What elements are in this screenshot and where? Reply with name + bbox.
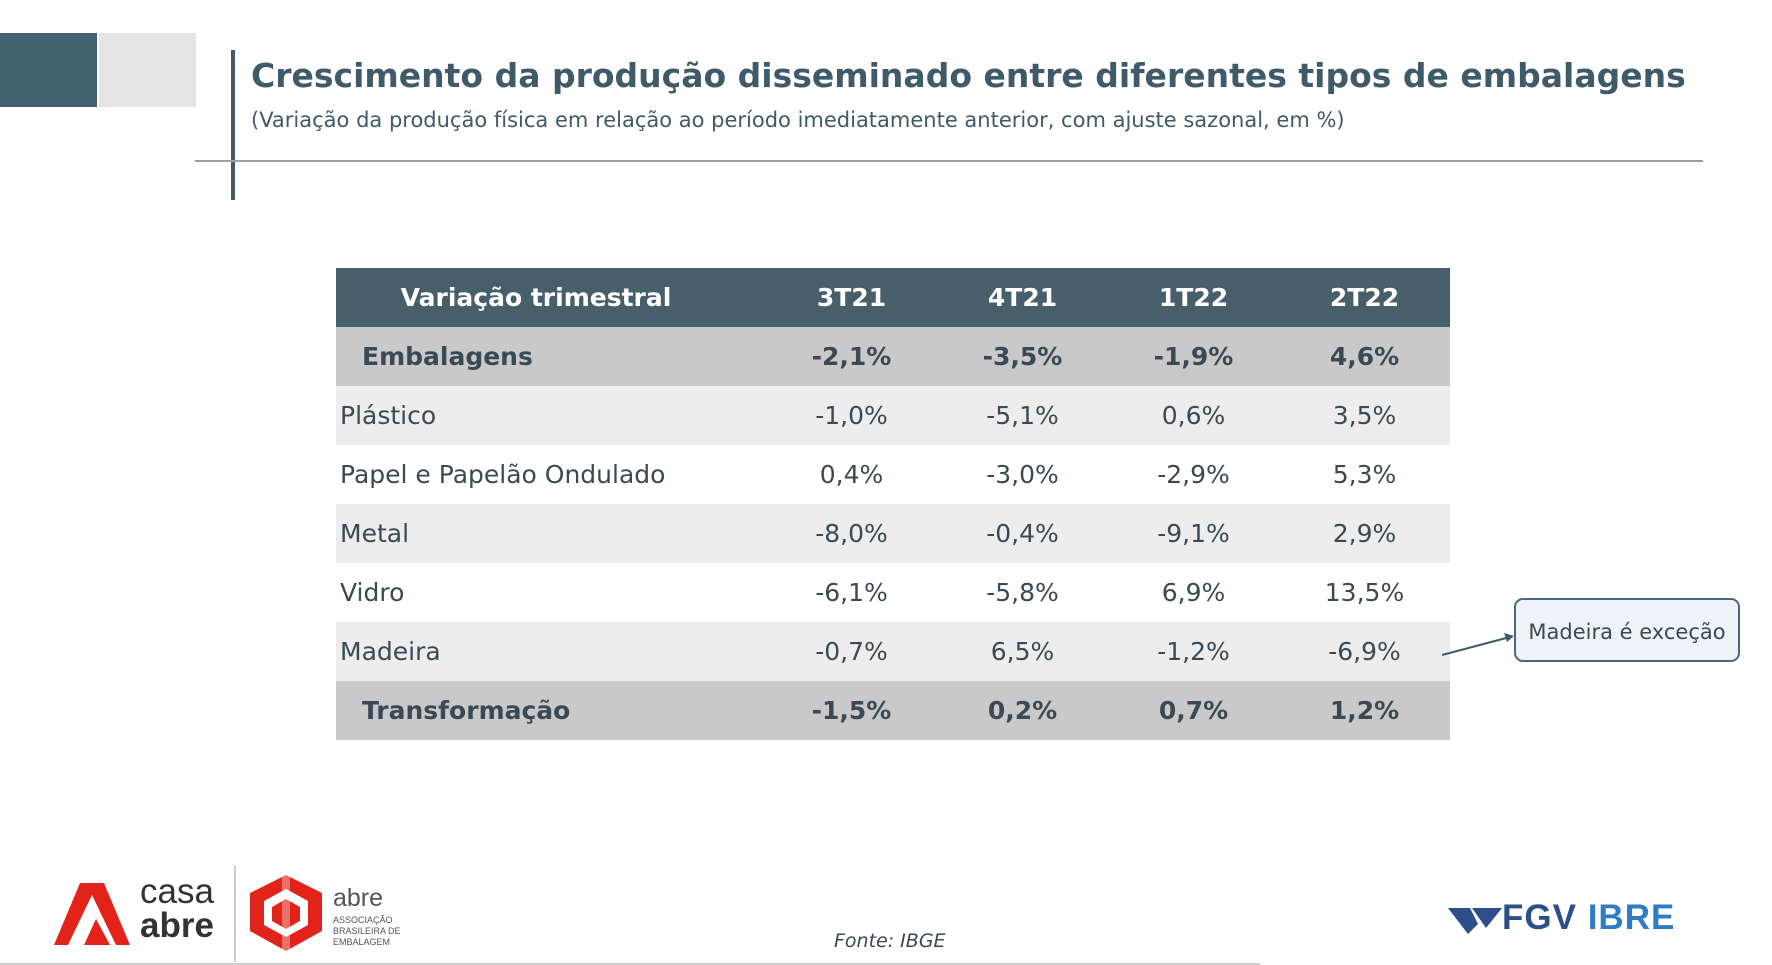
row-label: Papel e Papelão Ondulado	[336, 445, 766, 504]
logo-divider	[234, 866, 236, 962]
column-header: 2T22	[1279, 268, 1450, 327]
cell-value: 0,4%	[766, 445, 937, 504]
cell-value: 13,5%	[1279, 563, 1450, 622]
cell-value: -2,1%	[766, 327, 937, 386]
callout-arrow	[1441, 633, 1514, 656]
cell-value: -3,5%	[937, 327, 1108, 386]
cell-value: -5,1%	[937, 386, 1108, 445]
column-header: 1T22	[1108, 268, 1279, 327]
row-label: Transformação	[336, 681, 766, 740]
casa-abre-logo-line1: casa	[140, 872, 214, 911]
fgv-logo-mark	[1448, 908, 1502, 934]
cell-value: 6,5%	[937, 622, 1108, 681]
cell-value: 3,5%	[1279, 386, 1450, 445]
casa-abre-logo-mark	[54, 883, 130, 945]
casa-abre-logo: casa abre	[54, 872, 229, 951]
cell-value: 1,2%	[1279, 681, 1450, 740]
cell-value: 0,7%	[1108, 681, 1279, 740]
table-row-transformacao: Transformação -1,5% 0,2% 0,7% 1,2%	[336, 681, 1450, 740]
cell-value: 4,6%	[1279, 327, 1450, 386]
fgv-ibre-logo: FGV IBRE	[1448, 898, 1708, 938]
cell-value: 2,9%	[1279, 504, 1450, 563]
casa-abre-logo-line2: abre	[140, 906, 214, 945]
cell-value: -9,1%	[1108, 504, 1279, 563]
cell-value: 0,6%	[1108, 386, 1279, 445]
column-header: 4T21	[937, 268, 1108, 327]
cell-value: -2,9%	[1108, 445, 1279, 504]
row-label: Plástico	[336, 386, 766, 445]
cell-value: -1,5%	[766, 681, 937, 740]
table-row-embalagens: Embalagens -2,1% -3,5% -1,9% 4,6%	[336, 327, 1450, 386]
cell-value: -6,9%	[1279, 622, 1450, 681]
title-divider	[195, 160, 1703, 162]
callout-box: Madeira é exceção	[1514, 598, 1740, 662]
abre-logo-subtitle: ASSOCIAÇÃO BRASILEIRA DE EMBALAGEM	[333, 915, 401, 947]
source-note: Fonte: IBGE	[834, 930, 946, 952]
table-row-plastico: Plástico -1,0% -5,1% 0,6% 3,5%	[336, 386, 1450, 445]
abre-logo-word: abre	[333, 884, 384, 912]
page-subtitle: (Variação da produção física em relação …	[251, 108, 1345, 132]
cell-value: 0,2%	[937, 681, 1108, 740]
page-title: Crescimento da produção disseminado entr…	[251, 56, 1686, 95]
cell-value: -0,4%	[937, 504, 1108, 563]
decorative-block-light	[99, 33, 196, 107]
row-label: Metal	[336, 504, 766, 563]
cell-value: -6,1%	[766, 563, 937, 622]
column-header: Variação trimestral	[336, 268, 766, 327]
table-row-vidro: Vidro -6,1% -5,8% 6,9% 13,5%	[336, 563, 1450, 622]
ibre-logo-text: IBRE	[1587, 898, 1676, 937]
table-row-metal: Metal -8,0% -0,4% -9,1% 2,9%	[336, 504, 1450, 563]
fgv-logo-text: FGV	[1502, 898, 1577, 937]
cell-value: 6,9%	[1108, 563, 1279, 622]
cell-value: 5,3%	[1279, 445, 1450, 504]
cell-value: -5,8%	[937, 563, 1108, 622]
table-row-madeira: Madeira -0,7% 6,5% -1,2% -6,9%	[336, 622, 1450, 681]
cell-value: -8,0%	[766, 504, 937, 563]
cell-value: -1,0%	[766, 386, 937, 445]
table-row-papel: Papel e Papelão Ondulado 0,4% -3,0% -2,9…	[336, 445, 1450, 504]
table-header-row: Variação trimestral 3T21 4T21 1T22 2T22	[336, 268, 1450, 327]
title-accent-line	[231, 50, 235, 200]
decorative-block-dark	[0, 33, 97, 107]
row-label: Madeira	[336, 622, 766, 681]
column-header: 3T21	[766, 268, 937, 327]
row-label: Vidro	[336, 563, 766, 622]
cell-value: -1,9%	[1108, 327, 1279, 386]
cell-value: -0,7%	[766, 622, 937, 681]
row-label: Embalagens	[336, 327, 766, 386]
cell-value: -1,2%	[1108, 622, 1279, 681]
quarterly-variation-table: Variação trimestral 3T21 4T21 1T22 2T22 …	[336, 268, 1450, 740]
abre-logo-mark	[250, 875, 322, 951]
cell-value: -3,0%	[937, 445, 1108, 504]
